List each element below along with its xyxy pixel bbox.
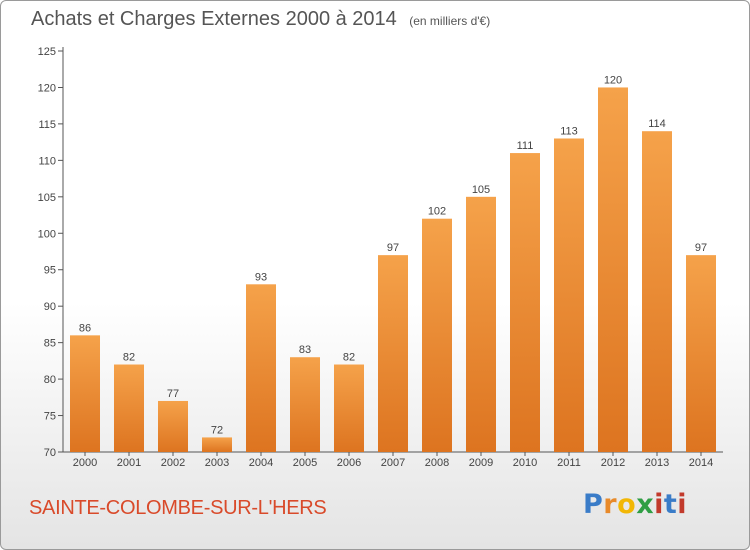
x-tick-label: 2000 xyxy=(73,457,97,469)
commune-name: SAINTE-COLOMBE-SUR-L'HERS xyxy=(29,497,327,519)
data-label: 82 xyxy=(343,352,355,364)
x-tick-label: 2003 xyxy=(205,457,229,469)
bar xyxy=(510,153,540,452)
bar xyxy=(114,364,144,452)
y-tick-label: 90 xyxy=(44,301,56,313)
y-tick-label: 80 xyxy=(44,374,56,386)
x-tick-label: 2011 xyxy=(557,457,581,469)
x-tick-label: 2009 xyxy=(469,457,493,469)
y-tick-label: 110 xyxy=(38,155,56,167)
bar xyxy=(642,131,672,452)
data-label: 97 xyxy=(387,242,399,254)
y-tick-label: 120 xyxy=(38,82,56,94)
x-tick-label: 2013 xyxy=(645,457,669,469)
bar xyxy=(290,357,320,452)
data-label: 113 xyxy=(560,125,578,137)
bar xyxy=(686,255,716,452)
x-tick-label: 2008 xyxy=(425,457,449,469)
bar xyxy=(246,284,276,452)
chart-bars xyxy=(70,87,716,453)
data-label: 83 xyxy=(299,344,311,356)
data-label: 102 xyxy=(428,206,446,218)
x-tick-label: 2001 xyxy=(117,457,141,469)
x-tick-label: 2006 xyxy=(337,457,361,469)
y-tick-label: 75 xyxy=(44,411,56,423)
y-tick-label: 95 xyxy=(44,265,56,277)
x-tick-label: 2004 xyxy=(249,457,273,469)
y-tick-label: 105 xyxy=(38,192,56,204)
bar xyxy=(202,437,232,452)
chart-title-row: Achats et Charges Externes 2000 à 2014 (… xyxy=(31,8,490,31)
data-label: 120 xyxy=(604,74,622,86)
bar xyxy=(158,400,188,452)
data-label: 114 xyxy=(648,118,666,130)
y-tick-label: 115 xyxy=(38,119,56,131)
x-tick-label: 2010 xyxy=(513,457,537,469)
bar xyxy=(70,335,100,452)
x-tick-label: 2005 xyxy=(293,457,317,469)
bar xyxy=(598,87,628,453)
chart-title: Achats et Charges Externes 2000 à 2014 xyxy=(31,8,397,30)
chart-labels: 2000 86 2001 82 2002 77 2003 72 2004 93 2005 83 2006… xyxy=(73,74,713,469)
proxiti-logo: Proxiti xyxy=(583,489,688,520)
data-label: 77 xyxy=(167,388,179,400)
data-label: 82 xyxy=(123,352,135,364)
x-tick-label: 2014 xyxy=(689,457,713,469)
x-tick-label: 2002 xyxy=(161,457,185,469)
bar xyxy=(422,218,452,452)
data-label: 93 xyxy=(255,271,267,283)
x-tick-label: 2007 xyxy=(381,457,405,469)
data-label: 111 xyxy=(517,140,534,152)
data-label: 105 xyxy=(472,184,490,196)
data-label: 72 xyxy=(211,424,223,436)
bar xyxy=(466,196,496,452)
data-label: 86 xyxy=(79,322,91,334)
chart-subtitle: (en milliers d'€) xyxy=(409,14,491,28)
bar xyxy=(334,364,364,452)
x-tick-label: 2012 xyxy=(601,457,625,469)
y-tick-label: 85 xyxy=(44,338,56,350)
y-tick-label: 70 xyxy=(44,447,56,459)
bar xyxy=(378,255,408,452)
y-tick-label: 125 xyxy=(38,46,56,58)
y-tick-label: 100 xyxy=(38,228,56,240)
data-label: 97 xyxy=(695,242,707,254)
bar xyxy=(554,138,584,452)
